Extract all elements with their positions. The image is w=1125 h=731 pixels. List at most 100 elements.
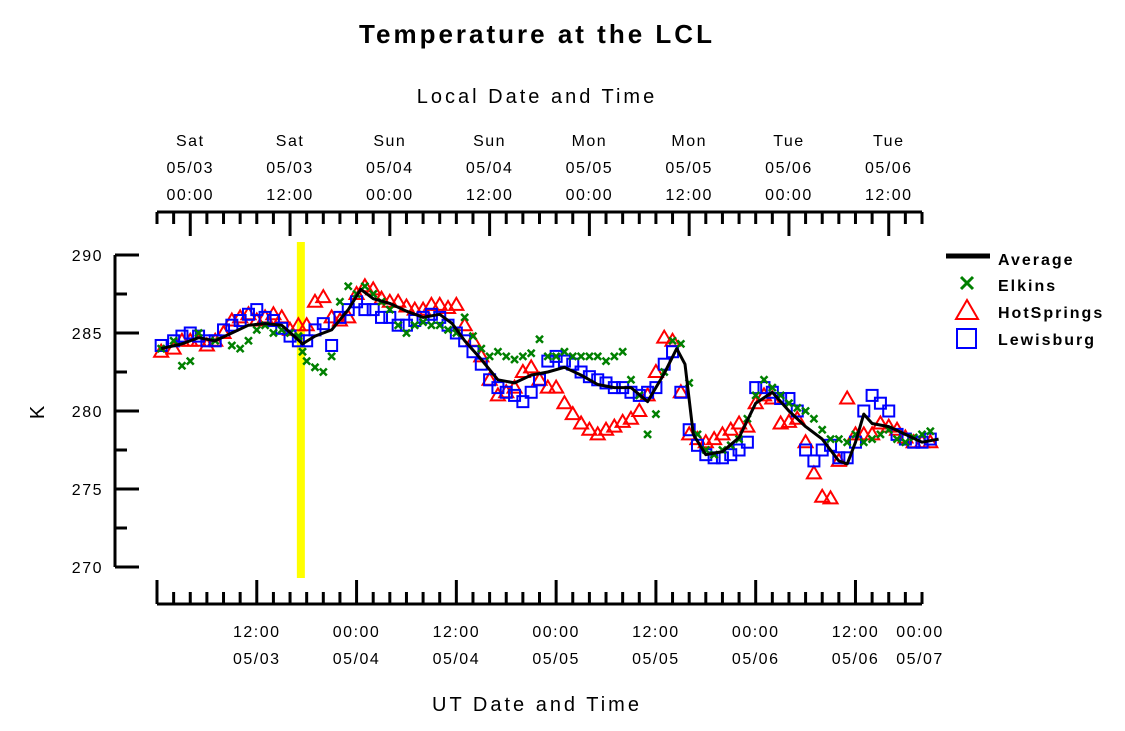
y-tick-label-2: 280 — [72, 404, 103, 421]
elkins-point-1 — [169, 336, 179, 346]
hotsprings-point-51 — [580, 420, 599, 436]
elkins-point-28 — [402, 328, 411, 338]
elkins-point-9 — [252, 325, 262, 335]
lewisburg-point-76 — [790, 404, 804, 418]
elkins-point-46 — [551, 352, 561, 361]
elkins-point-stroke-b — [518, 352, 528, 361]
elkins-point-16 — [302, 356, 312, 366]
elkins-point-stroke-b — [543, 352, 553, 361]
elkins-point-stroke-b — [626, 375, 636, 385]
lewisburg-point-26 — [375, 310, 389, 324]
elkins-point-stroke-b — [418, 317, 428, 327]
elkins-point-stroke-b — [468, 331, 478, 341]
elkins-point-stroke-b — [892, 434, 902, 444]
bottom-tick-date-5: 05/06 — [732, 651, 780, 668]
y-tick-label-3: 285 — [72, 326, 103, 343]
elkins-point-stroke-b — [842, 437, 852, 447]
elkins-point-stroke-b — [593, 352, 603, 361]
lewisburg-point-11 — [250, 303, 264, 317]
elkins-point-stroke-b — [156, 344, 166, 353]
elkins-point-76 — [801, 406, 810, 416]
hotsprings-point-60 — [655, 328, 673, 344]
elkins-point-stroke-b — [427, 320, 436, 330]
elkins-point-stroke-b — [809, 414, 819, 424]
elkins-point-32 — [435, 320, 445, 330]
elkins-point-stroke-b — [493, 347, 503, 357]
elkins-point-55 — [626, 375, 636, 385]
lewisburg-point-63 — [682, 423, 696, 437]
elkins-point-50 — [585, 352, 594, 361]
elkins-point-30 — [418, 317, 428, 327]
x-axis-title: UT Date and Time — [432, 694, 642, 716]
elkins-point-84 — [867, 434, 877, 444]
hotsprings-point-50 — [572, 414, 590, 430]
lewisburg-point-77 — [799, 443, 813, 457]
elkins-point-stroke-b — [834, 434, 844, 444]
elkins-point-stroke-b — [298, 347, 307, 357]
top-tick-day-2: Sun — [373, 133, 406, 150]
elkins-point-52 — [601, 356, 611, 366]
hotsprings-point-26 — [372, 289, 391, 305]
elkins-point-stroke-b — [402, 328, 411, 338]
elkins-point-stroke-b — [485, 352, 494, 361]
elkins-point-27 — [393, 320, 403, 330]
elkins-point-stroke-b — [335, 297, 345, 307]
hotsprings-point-33 — [430, 295, 449, 311]
hotsprings-point-69 — [730, 414, 748, 430]
elkins-point-stroke-b — [560, 347, 569, 357]
top-tick-date-4: 05/05 — [566, 160, 614, 177]
elkins-point-33 — [443, 325, 453, 335]
lewisburg-point-3 — [183, 326, 197, 340]
elkins-point-stroke-b — [551, 352, 561, 361]
hotsprings-point-43 — [514, 363, 532, 378]
elkins-point-8 — [244, 336, 253, 346]
hotsprings-point-76 — [788, 409, 807, 425]
top-axis-title: Local Date and Time — [417, 86, 657, 108]
lewisburg-point-24 — [358, 303, 372, 317]
elkins-point-80 — [834, 434, 844, 444]
elkins-point-72 — [767, 383, 777, 392]
bottom-tick-date-0: 05/03 — [233, 651, 281, 668]
elkins-point-stroke-b — [568, 352, 578, 361]
lewisburg-point-74 — [774, 392, 788, 406]
elkins-point-79 — [826, 434, 835, 444]
elkins-point-53 — [609, 352, 619, 361]
top-tick-day-1: Sat — [276, 133, 305, 150]
elkins-point-stroke-b — [393, 320, 403, 330]
top-tick-day-4: Mon — [572, 133, 608, 150]
elkins-point-21 — [343, 281, 353, 291]
top-tick-date-1: 05/03 — [266, 160, 314, 177]
elkins-point-stroke-b — [510, 355, 519, 364]
hotsprings-point-32 — [422, 295, 441, 311]
top-tick-date-3: 05/04 — [466, 160, 514, 177]
elkins-point-stroke-b — [435, 320, 445, 330]
elkins-point-20 — [335, 297, 345, 307]
elkins-point-88 — [900, 437, 910, 447]
bottom-tick-time-7: 00:00 — [896, 624, 944, 641]
top-tick-time-1: 12:00 — [266, 187, 314, 204]
top-tick-day-5: Mon — [671, 133, 707, 150]
lewisburg-point-21 — [333, 310, 347, 324]
lewisburg-point-2 — [175, 329, 189, 343]
lewisburg-point-25 — [366, 303, 380, 317]
elkins-point-stroke-b — [385, 305, 395, 314]
lewisburg-point-27 — [383, 310, 397, 324]
hotsprings-point-67 — [713, 425, 732, 441]
top-tick-day-0: Sat — [176, 133, 205, 150]
elkins-point-stroke-b — [859, 437, 869, 447]
elkins-point-stroke-b — [252, 325, 262, 335]
elkins-point-stroke-b — [194, 328, 203, 338]
top-tick-date-6: 05/06 — [765, 160, 813, 177]
elkins-point-stroke-b — [177, 361, 187, 371]
bottom-tick-time-4: 12:00 — [632, 624, 680, 641]
lewisburg-point-19 — [316, 317, 330, 331]
lewisburg-point-41 — [499, 385, 513, 399]
elkins-point-37 — [476, 344, 486, 353]
elkins-point-47 — [560, 347, 569, 357]
elkins-point-48 — [568, 352, 578, 361]
elkins-point-40 — [501, 352, 511, 361]
elkins-point-stroke-b — [585, 352, 594, 361]
elkins-point-17 — [310, 362, 320, 372]
lewisburg-point-81 — [832, 451, 846, 465]
y-tick-label-1: 275 — [72, 482, 103, 499]
